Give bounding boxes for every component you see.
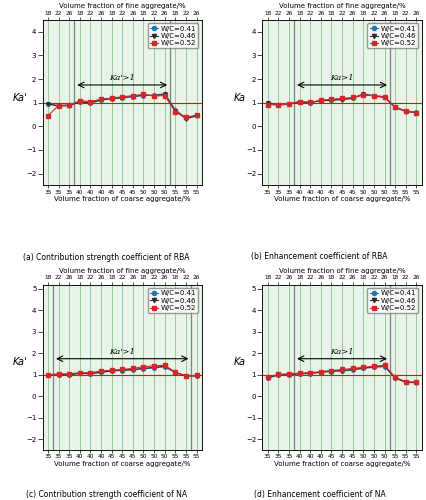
X-axis label: Volume fraction of coarse aggregate/%: Volume fraction of coarse aggregate/% bbox=[274, 460, 410, 466]
X-axis label: Volume fraction of coarse aggregate/%: Volume fraction of coarse aggregate/% bbox=[54, 196, 190, 202]
Y-axis label: Ka': Ka' bbox=[13, 358, 28, 368]
Legend: W/C=0.41, W/C=0.46, W/C=0.52: W/C=0.41, W/C=0.46, W/C=0.52 bbox=[368, 288, 418, 313]
Text: (c) Contribution strength coefficient of NA: (c) Contribution strength coefficient of… bbox=[26, 490, 187, 499]
Text: Ka'>1: Ka'>1 bbox=[109, 74, 135, 82]
Y-axis label: Ka: Ka bbox=[234, 92, 246, 102]
X-axis label: Volume fraction of coarse aggregate/%: Volume fraction of coarse aggregate/% bbox=[54, 460, 190, 466]
Legend: W/C=0.41, W/C=0.46, W/C=0.52: W/C=0.41, W/C=0.46, W/C=0.52 bbox=[148, 288, 199, 313]
Legend: W/C=0.41, W/C=0.46, W/C=0.52: W/C=0.41, W/C=0.46, W/C=0.52 bbox=[148, 24, 199, 48]
X-axis label: Volume fraction of coarse aggregate/%: Volume fraction of coarse aggregate/% bbox=[274, 196, 410, 202]
X-axis label: Volume fraction of fine aggregate/%: Volume fraction of fine aggregate/% bbox=[59, 268, 186, 274]
Text: (d) Enhancement coefficient of NA: (d) Enhancement coefficient of NA bbox=[253, 490, 386, 499]
Text: Ka>1: Ka>1 bbox=[330, 348, 354, 356]
Text: (a) Contribution strength coefficient of RBA: (a) Contribution strength coefficient of… bbox=[23, 252, 190, 262]
X-axis label: Volume fraction of fine aggregate/%: Volume fraction of fine aggregate/% bbox=[59, 3, 186, 9]
Y-axis label: Ka': Ka' bbox=[13, 92, 28, 102]
X-axis label: Volume fraction of fine aggregate/%: Volume fraction of fine aggregate/% bbox=[279, 3, 406, 9]
Text: Ka'>1: Ka'>1 bbox=[109, 348, 135, 356]
Text: Ka>1: Ka>1 bbox=[330, 74, 354, 82]
X-axis label: Volume fraction of fine aggregate/%: Volume fraction of fine aggregate/% bbox=[279, 268, 406, 274]
Y-axis label: Ka: Ka bbox=[234, 358, 246, 368]
Legend: W/C=0.41, W/C=0.46, W/C=0.52: W/C=0.41, W/C=0.46, W/C=0.52 bbox=[368, 24, 418, 48]
Text: (b) Enhancement coefficient of RBA: (b) Enhancement coefficient of RBA bbox=[251, 252, 388, 262]
